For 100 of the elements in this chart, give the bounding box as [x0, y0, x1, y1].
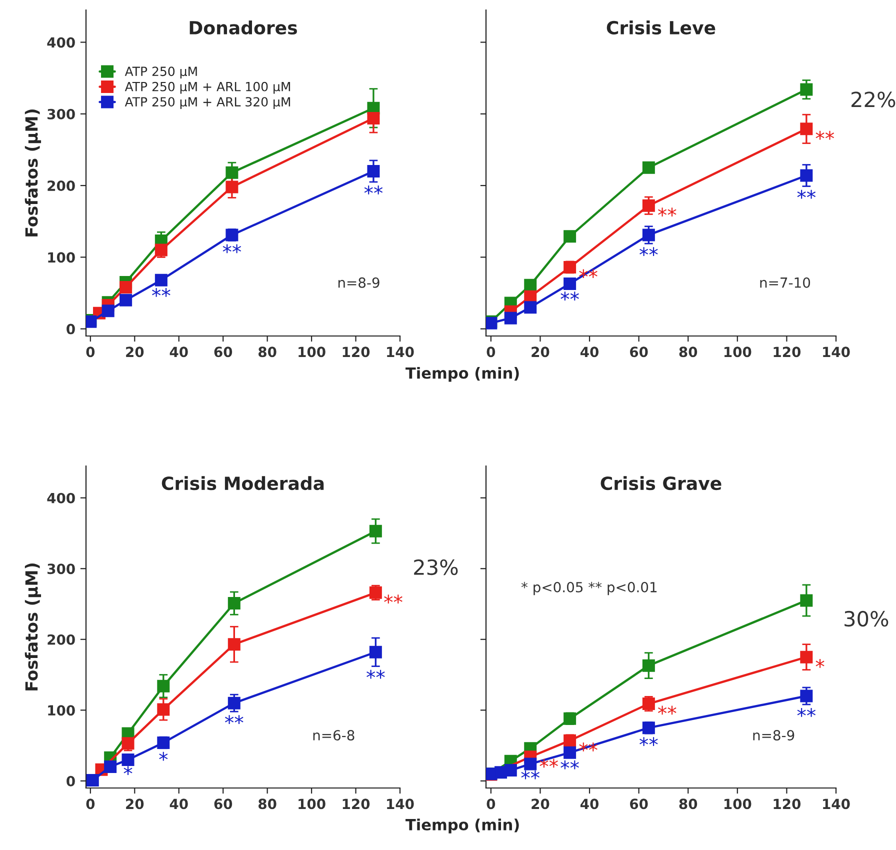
- chart-title: Crisis Leve: [606, 20, 716, 35]
- point: [524, 278, 537, 292]
- y-tick-label: 100: [48, 705, 75, 716]
- x-tick-label: 0: [86, 346, 95, 358]
- data-label: **: [364, 186, 383, 194]
- x-tick-label: 100: [724, 798, 752, 810]
- x-tick-label: 80: [258, 346, 276, 358]
- x-tick-label: 40: [580, 346, 599, 358]
- legend-label: ATP 250 μM + ARL 100 μM: [124, 82, 290, 94]
- y-tick-label: 200: [48, 634, 75, 645]
- point: [154, 274, 168, 286]
- point: [800, 650, 813, 664]
- legend-label: ATP 250 μM + ARL 320 μM: [124, 97, 290, 109]
- point: [564, 734, 576, 747]
- y-tick-label: 400: [47, 37, 75, 48]
- annotation: n=8-9: [753, 730, 794, 741]
- y-axis-title: Fosfatos (μM): [24, 564, 42, 690]
- data-label: **: [797, 708, 816, 717]
- x-tick-label: 40: [580, 798, 599, 810]
- x-tick-label: 20: [126, 346, 144, 358]
- data-label: **: [816, 130, 834, 140]
- point: [800, 169, 813, 182]
- point: [102, 304, 114, 318]
- x-tick-label: 140: [387, 798, 414, 810]
- point: [226, 180, 238, 194]
- x-tick-label: 60: [214, 346, 232, 358]
- data-label: **: [640, 247, 658, 256]
- chart-title: Crisis Grave: [600, 476, 722, 490]
- y-tick-label: 100: [48, 252, 75, 263]
- point: [228, 638, 240, 651]
- x-tick-label: 0: [486, 346, 496, 358]
- data-label: *: [124, 766, 132, 775]
- x-axis-title: Tiempo (min): [406, 366, 519, 382]
- point: [104, 760, 117, 774]
- point: [564, 746, 576, 759]
- text: 22%: [852, 92, 896, 108]
- data-label: **: [222, 244, 242, 254]
- data-label: **: [366, 670, 385, 679]
- x-tick-label: 0: [86, 798, 95, 810]
- data-label: **: [797, 190, 816, 199]
- x-tick-label: 80: [679, 346, 698, 358]
- x-tick-label: 100: [724, 346, 752, 358]
- x-tick-label: 80: [258, 798, 276, 810]
- point: [369, 646, 382, 658]
- data-label: **: [560, 292, 579, 300]
- data-label: **: [640, 737, 658, 746]
- y-axis-title: Fosfatos (μM): [24, 110, 42, 236]
- point: [642, 161, 655, 174]
- chart-title: Crisis Moderada: [162, 476, 324, 490]
- chart-title: Donadores: [190, 20, 297, 35]
- y-tick-label: 0: [66, 776, 75, 786]
- x-tick-label: 20: [126, 798, 144, 810]
- point: [524, 301, 537, 314]
- x-tick-label: 100: [298, 798, 326, 810]
- point: [564, 230, 576, 243]
- annotation: n=7-10: [760, 277, 810, 288]
- point: [228, 696, 240, 710]
- point: [367, 164, 380, 178]
- x-tick-label: 60: [214, 798, 232, 810]
- x-tick-label: 40: [170, 798, 188, 810]
- point: [800, 83, 813, 96]
- point: [367, 112, 380, 124]
- data-label: **: [658, 706, 676, 715]
- data-label: **: [540, 758, 558, 768]
- data-label: *: [159, 752, 168, 761]
- x-axis-title: Tiempo (min): [406, 818, 519, 834]
- x-tick-label: 140: [823, 346, 850, 358]
- point: [228, 597, 240, 610]
- data-label: **: [521, 770, 540, 780]
- point: [800, 594, 813, 607]
- data-label: **: [560, 760, 579, 770]
- x-tick-label: 100: [298, 346, 326, 358]
- point: [504, 312, 517, 324]
- point: [800, 690, 813, 702]
- point: [157, 680, 170, 692]
- point: [122, 753, 134, 766]
- annotation: n=8-9: [338, 277, 380, 288]
- y-tick-label: 300: [48, 108, 75, 120]
- x-tick-label: 0: [486, 798, 496, 810]
- x-tick-label: 140: [823, 798, 850, 810]
- x-tick-label: 20: [532, 798, 550, 810]
- point: [800, 122, 813, 136]
- data-label: **: [152, 288, 170, 297]
- point: [564, 277, 576, 290]
- annotation: * p<0.05 ** p<0.01: [521, 582, 657, 596]
- x-tick-label: 40: [170, 346, 188, 358]
- x-tick-label: 120: [774, 798, 801, 810]
- text: 23%: [414, 559, 458, 576]
- y-tick-label: 300: [48, 564, 75, 574]
- y-tick-label: 400: [47, 492, 75, 504]
- point: [120, 294, 132, 306]
- y-tick-label: 0: [66, 324, 75, 334]
- annotation: n=6-8: [313, 730, 354, 741]
- point: [642, 659, 655, 672]
- point: [524, 758, 537, 770]
- point: [369, 524, 382, 538]
- x-tick-label: 80: [679, 798, 698, 810]
- point: [86, 774, 99, 786]
- data-label: **: [225, 715, 244, 724]
- x-tick-label: 120: [774, 346, 801, 358]
